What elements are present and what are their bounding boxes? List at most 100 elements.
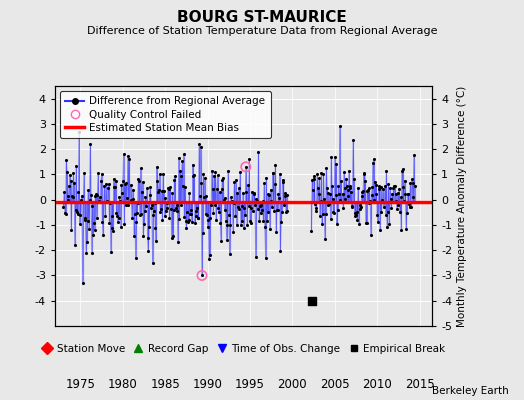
- Point: [247, 205, 256, 211]
- Point: [229, 228, 237, 235]
- Point: [257, 202, 266, 208]
- Point: [75, 129, 83, 136]
- Y-axis label: Monthly Temperature Anomaly Difference (°C): Monthly Temperature Anomaly Difference (…: [456, 85, 466, 327]
- Point: [217, 238, 225, 244]
- Point: [130, 233, 138, 239]
- Point: [335, 123, 344, 130]
- Point: [221, 206, 229, 213]
- Point: [396, 209, 404, 215]
- Text: 2015: 2015: [405, 378, 434, 391]
- Point: [377, 209, 386, 215]
- Point: [137, 210, 145, 217]
- Point: [183, 219, 192, 225]
- Point: [337, 199, 346, 206]
- Point: [119, 151, 128, 158]
- Point: [174, 154, 183, 161]
- Point: [282, 191, 291, 198]
- Point: [233, 222, 241, 229]
- Point: [121, 181, 129, 187]
- Point: [110, 184, 118, 190]
- Point: [92, 191, 100, 197]
- Point: [318, 221, 326, 228]
- Point: [143, 185, 151, 191]
- Point: [197, 180, 205, 186]
- Point: [187, 207, 195, 214]
- Point: [100, 198, 108, 205]
- Point: [184, 217, 193, 224]
- Point: [375, 183, 383, 190]
- Point: [189, 173, 198, 180]
- Point: [179, 151, 188, 158]
- Point: [245, 156, 254, 162]
- Point: [264, 208, 272, 215]
- Point: [219, 177, 227, 184]
- Point: [400, 178, 409, 184]
- Point: [77, 212, 85, 218]
- Point: [118, 177, 127, 184]
- Point: [154, 189, 162, 196]
- Point: [71, 207, 80, 213]
- Point: [170, 207, 178, 213]
- Point: [354, 185, 362, 191]
- Point: [351, 210, 359, 216]
- Point: [272, 229, 280, 236]
- Point: [316, 213, 324, 219]
- Point: [152, 238, 160, 244]
- Point: [213, 186, 221, 192]
- Point: [81, 214, 89, 221]
- Point: [355, 206, 364, 212]
- Point: [97, 170, 106, 177]
- Point: [396, 194, 405, 200]
- Point: [308, 298, 316, 304]
- Point: [329, 196, 337, 202]
- Point: [215, 208, 223, 215]
- Point: [252, 254, 260, 260]
- Point: [194, 215, 203, 221]
- Point: [139, 233, 148, 239]
- Point: [81, 217, 90, 223]
- Point: [253, 197, 261, 204]
- Point: [408, 176, 416, 182]
- Point: [384, 181, 392, 188]
- Point: [195, 141, 203, 147]
- Point: [384, 209, 392, 215]
- Point: [369, 160, 377, 166]
- Point: [73, 208, 81, 215]
- Point: [314, 191, 323, 197]
- Point: [198, 272, 206, 279]
- Point: [344, 193, 353, 199]
- Point: [93, 215, 101, 222]
- Point: [339, 205, 347, 212]
- Point: [178, 158, 187, 164]
- Point: [282, 208, 290, 215]
- Point: [242, 164, 250, 170]
- Point: [65, 182, 73, 189]
- Point: [238, 218, 246, 224]
- Point: [323, 190, 332, 196]
- Point: [363, 220, 371, 226]
- Point: [124, 202, 133, 208]
- Point: [126, 198, 134, 205]
- Point: [120, 220, 128, 227]
- Point: [235, 185, 243, 192]
- Point: [386, 196, 395, 202]
- Point: [144, 247, 152, 254]
- Point: [274, 191, 282, 197]
- Point: [217, 186, 226, 192]
- Point: [394, 190, 402, 196]
- Point: [321, 236, 329, 242]
- Point: [391, 191, 400, 198]
- Point: [105, 220, 114, 226]
- Point: [172, 208, 181, 214]
- Point: [388, 191, 396, 197]
- Point: [347, 189, 355, 196]
- Point: [222, 218, 230, 225]
- Point: [155, 187, 163, 194]
- Point: [93, 192, 102, 198]
- Point: [88, 203, 96, 210]
- Point: [225, 211, 233, 218]
- Point: [345, 183, 354, 189]
- Point: [115, 194, 124, 201]
- Point: [387, 205, 396, 211]
- Point: [373, 212, 381, 218]
